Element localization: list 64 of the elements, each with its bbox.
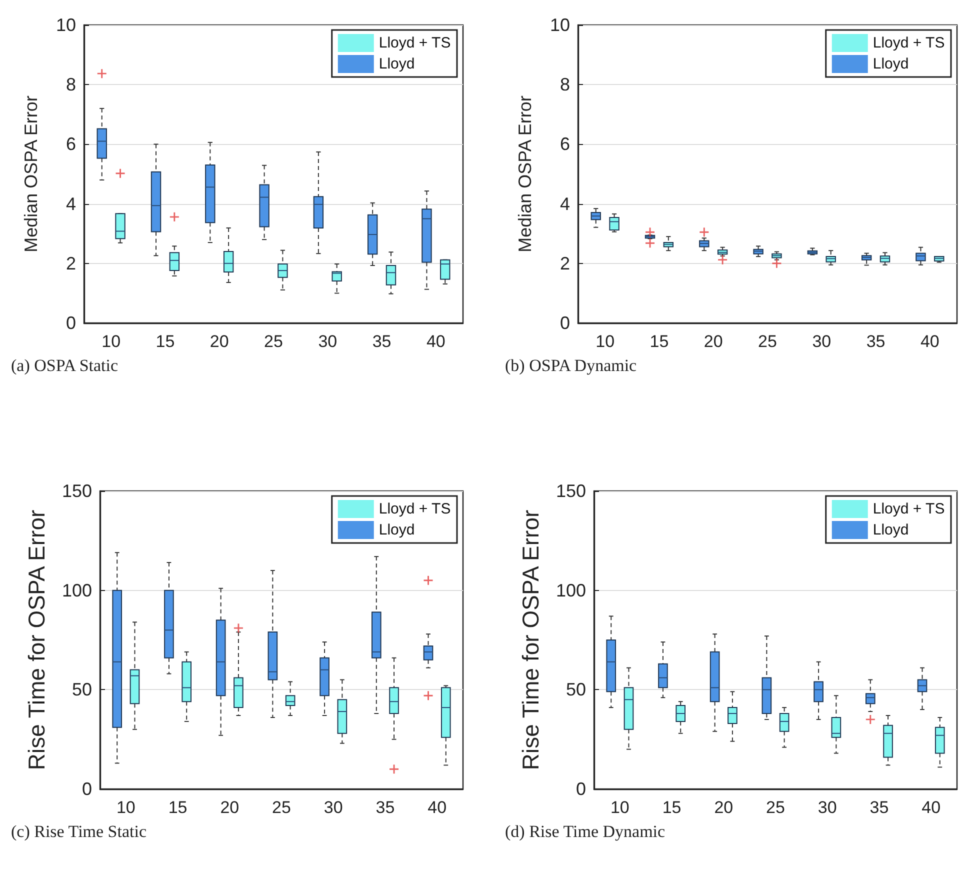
- y-tick-label: 50: [566, 680, 586, 700]
- y-axis-title: Median OSPA Error: [515, 96, 535, 252]
- legend-label: Lloyd: [378, 56, 415, 72]
- x-tick-label: 30: [318, 332, 338, 351]
- y-tick-label: 6: [560, 134, 570, 154]
- y-axis-title: Rise Time for OSPA Error: [24, 510, 50, 770]
- x-tick-label: 20: [714, 798, 734, 817]
- x-tick-label: 40: [920, 332, 940, 351]
- x-tick-label: 20: [704, 332, 723, 351]
- y-tick-label: 2: [560, 253, 570, 274]
- y-tick-label: 2: [66, 253, 76, 274]
- x-tick-label: 35: [376, 798, 395, 817]
- y-tick-label: 100: [62, 580, 92, 600]
- y-axis-title: Rise Time for OSPA Error: [518, 510, 544, 770]
- x-tick-label: 40: [922, 798, 941, 817]
- legend-label: Lloyd + TS: [378, 34, 451, 52]
- x-tick-label: 40: [426, 332, 446, 351]
- x-tick-label: 35: [372, 332, 392, 351]
- legend-label: Lloyd + TS: [378, 500, 451, 518]
- y-tick-label: 0: [66, 313, 76, 333]
- y-tick-label: 0: [560, 313, 570, 333]
- x-tick-label: 15: [650, 332, 669, 351]
- y-tick-label: 100: [556, 580, 586, 600]
- y-axis-title: Median OSPA Error: [21, 96, 41, 252]
- y-tick-label: 50: [72, 680, 92, 700]
- x-tick-label: 10: [610, 798, 630, 817]
- x-tick-label: 15: [168, 798, 188, 817]
- legend-label: Lloyd + TS: [872, 34, 945, 52]
- x-tick-label: 20: [210, 332, 229, 351]
- x-tick-label: 10: [102, 332, 121, 351]
- y-tick-label: 10: [56, 15, 76, 35]
- y-tick-label: 4: [66, 194, 76, 214]
- y-tick-label: 8: [560, 74, 570, 95]
- x-tick-label: 40: [428, 798, 447, 817]
- y-tick-label: 0: [576, 779, 586, 799]
- legend-label: Lloyd + TS: [872, 500, 945, 518]
- y-tick-label: 150: [556, 481, 586, 501]
- y-tick-label: 10: [550, 15, 570, 35]
- x-tick-label: 30: [818, 798, 837, 817]
- y-tick-label: 0: [82, 779, 92, 799]
- text: (b) OSPA Dynamic: [505, 356, 638, 375]
- x-tick-label: 15: [662, 798, 682, 817]
- x-tick-label: 20: [220, 798, 240, 817]
- text: (c) Rise Time Static: [11, 822, 147, 841]
- x-tick-label: 30: [324, 798, 343, 817]
- legend-label: Lloyd: [872, 56, 909, 72]
- x-tick-label: 10: [596, 332, 615, 351]
- y-tick-label: 150: [62, 481, 92, 501]
- text: (d) Rise Time Dynamic: [505, 822, 666, 841]
- x-tick-label: 25: [264, 332, 283, 351]
- text: (a) OSPA Static: [11, 356, 118, 375]
- x-tick-label: 30: [812, 332, 832, 351]
- x-tick-label: 25: [758, 332, 777, 351]
- y-tick-label: 6: [66, 134, 76, 154]
- y-tick-label: 4: [560, 194, 570, 214]
- x-tick-label: 35: [870, 798, 889, 817]
- x-tick-label: 15: [156, 332, 175, 351]
- x-tick-label: 25: [766, 798, 785, 817]
- x-tick-label: 10: [116, 798, 136, 817]
- legend-label: Lloyd: [872, 522, 909, 538]
- x-tick-label: 35: [866, 332, 886, 351]
- y-tick-label: 8: [66, 74, 76, 95]
- x-tick-label: 25: [272, 798, 291, 817]
- legend-label: Lloyd: [378, 522, 415, 538]
